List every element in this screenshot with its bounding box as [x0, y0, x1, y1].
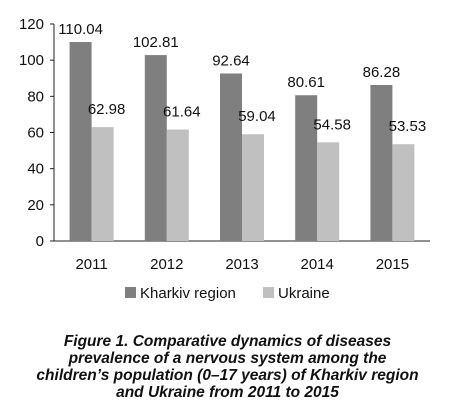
legend-label: Kharkiv region: [140, 285, 236, 302]
bar-ukraine-2014: [317, 142, 340, 241]
legend-swatch: [263, 287, 274, 298]
bar-kharkiv-2012: [144, 55, 167, 241]
bar-ukraine-2012: [166, 129, 189, 241]
bar-kharkiv-2015: [370, 84, 393, 242]
y-tick-label: 80: [27, 88, 44, 105]
data-label: 61.64: [163, 104, 201, 121]
data-label: 53.53: [389, 118, 427, 135]
bar-kharkiv-2014: [295, 95, 318, 241]
legend: Kharkiv region Ukraine: [125, 285, 330, 302]
caption-line-2: prevalence of a nervous system among the: [68, 350, 387, 367]
data-label: 59.04: [238, 108, 276, 125]
data-label: 92.64: [212, 52, 250, 69]
figure-caption: Figure 1. Comparative dynamics of diseas…: [0, 333, 455, 401]
y-tick-label: 40: [27, 161, 44, 178]
caption-line-4: and Ukraine from 2011 to 2015: [116, 384, 339, 401]
y-tick-label: 120: [19, 16, 44, 33]
caption-line-3: children’s population (0–17 years) of Kh…: [36, 367, 419, 384]
caption-line-1: Figure 1. Comparative dynamics of diseas…: [63, 333, 392, 350]
y-tick-label: 20: [27, 197, 44, 214]
bar-ukraine-2011: [91, 127, 114, 241]
x-tick-label: 2014: [301, 256, 334, 273]
data-label: 86.28: [363, 64, 401, 81]
x-tick-label: 2012: [150, 256, 183, 273]
y-tick-label: 0: [36, 233, 44, 250]
x-axis-ticks: 2011 2012 2013 2014 2015: [75, 256, 409, 273]
legend-swatch: [125, 287, 136, 298]
y-tick-label: 100: [19, 52, 44, 69]
bars-group: [69, 42, 415, 242]
x-tick-label: 2015: [376, 256, 409, 273]
data-label: 102.81: [133, 34, 179, 51]
bar-kharkiv-2013: [220, 73, 242, 241]
x-tick-label: 2013: [225, 256, 258, 273]
y-tick-label: 60: [27, 125, 44, 142]
bar-ukraine-2015: [392, 144, 415, 241]
legend-label: Ukraine: [278, 285, 330, 302]
x-tick-label: 2011: [75, 256, 107, 273]
y-axis-ticks: 0 20 40 60 80 100 120: [19, 16, 54, 250]
data-label: 62.98: [88, 101, 126, 118]
data-label: 80.61: [287, 74, 325, 91]
data-labels-group: 110.04 62.98 102.81 61.64 92.64 59.04 80.61 54.…: [58, 21, 426, 135]
data-label: 110.04: [58, 21, 103, 38]
bar-ukraine-2013: [242, 134, 264, 241]
bar-chart: 0 20 40 60 80 100 120 110.04 62.98 102.81 61.64 92…: [19, 16, 430, 302]
data-label: 54.58: [313, 116, 351, 133]
bar-kharkiv-2011: [69, 42, 92, 241]
